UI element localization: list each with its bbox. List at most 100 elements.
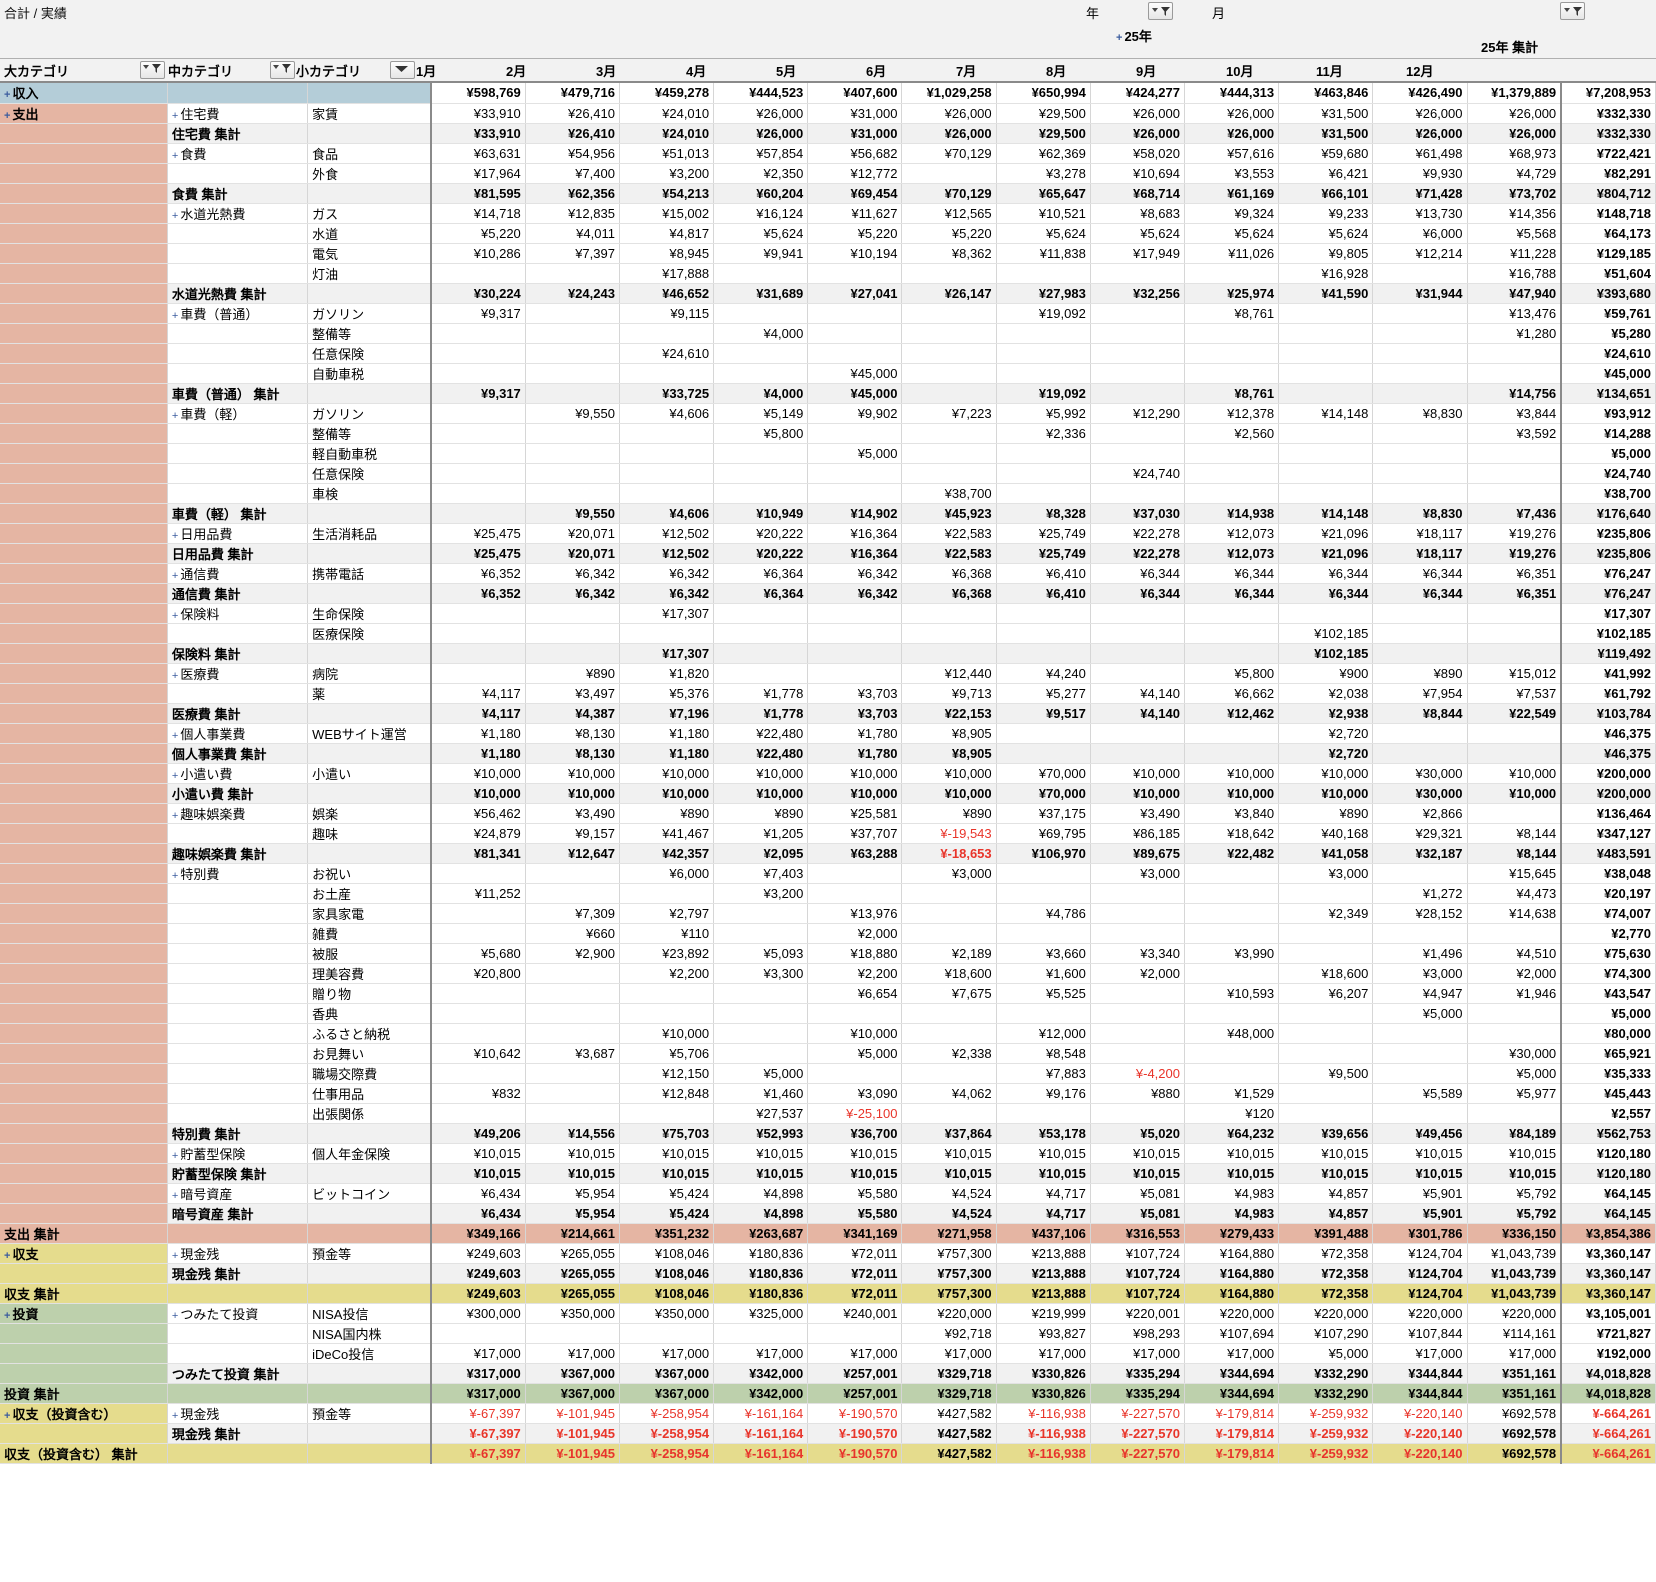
cell-big-category[interactable] [0,243,168,264]
cell-month-8[interactable]: ¥424,277 [1090,83,1185,104]
cell-small-category[interactable]: お見舞い [307,1043,432,1064]
cell-month-11[interactable]: ¥13,730 [1372,203,1468,224]
cell-month-9[interactable]: ¥120 [1184,1103,1280,1124]
cell-month-9[interactable]: ¥61,169 [1184,183,1280,204]
cell-month-3[interactable]: ¥33,725 [619,383,715,404]
cell-month-8[interactable]: ¥3,000 [1090,863,1185,884]
cell-month-9[interactable]: ¥10,015 [1184,1143,1280,1164]
cell-month-8[interactable] [1090,903,1185,924]
cell-month-11[interactable]: ¥344,844 [1372,1363,1468,1384]
cell-year-total[interactable]: ¥134,651 [1560,383,1656,404]
cell-month-12[interactable]: ¥16,788 [1467,263,1562,284]
cell-month-10[interactable]: ¥41,590 [1278,283,1374,304]
expand-plus-icon[interactable]: + [1116,32,1123,44]
cell-year-total[interactable]: ¥200,000 [1560,763,1656,784]
cell-small-category[interactable] [307,123,432,144]
cell-month-4[interactable]: ¥-161,164 [713,1423,809,1444]
cell-small-category[interactable]: ふるさと納税 [307,1023,432,1044]
cell-month-9[interactable]: ¥18,642 [1184,823,1280,844]
cell-mid-category[interactable]: 車費（軽） 集計 [167,503,309,524]
cell-month-1[interactable]: ¥33,910 [430,103,526,124]
cell-big-category[interactable] [0,1423,168,1444]
cell-big-category[interactable] [0,583,168,604]
cell-month-11[interactable]: ¥28,152 [1372,903,1468,924]
cell-month-7[interactable]: ¥5,277 [996,683,1091,704]
cell-month-9[interactable]: ¥12,073 [1184,523,1280,544]
cell-small-category[interactable]: 医療保険 [307,623,432,644]
cell-month-3[interactable]: ¥10,000 [619,763,715,784]
cell-month-8[interactable] [1090,303,1185,324]
cell-month-12[interactable]: ¥6,351 [1467,563,1562,584]
cell-month-4[interactable]: ¥27,537 [713,1103,809,1124]
cell-mid-category[interactable] [167,323,309,344]
cell-month-9[interactable]: ¥10,593 [1184,983,1280,1004]
cell-month-12[interactable]: ¥19,276 [1467,523,1562,544]
cell-month-8[interactable] [1090,1103,1185,1124]
cell-month-2[interactable] [525,363,620,384]
cell-month-4[interactable]: ¥10,949 [713,503,809,524]
cell-month-10[interactable]: ¥72,358 [1278,1283,1374,1304]
cell-month-1[interactable]: ¥317,000 [430,1363,526,1384]
cell-mid-category[interactable]: + 水道光熱費 [167,203,309,224]
cell-small-category[interactable] [307,543,432,564]
cell-mid-category[interactable] [167,423,309,444]
cell-mid-category[interactable] [167,1343,309,1364]
cell-month-7[interactable]: ¥10,521 [996,203,1091,224]
cell-small-category[interactable] [307,83,432,104]
cell-month-8[interactable]: ¥22,278 [1090,523,1185,544]
cell-small-category[interactable]: NISA国内株 [307,1323,432,1344]
cell-month-9[interactable]: ¥57,616 [1184,143,1280,164]
cell-month-5[interactable] [807,423,903,444]
cell-small-category[interactable]: 仕事用品 [307,1083,432,1104]
cell-month-9[interactable]: ¥5,800 [1184,663,1280,684]
cell-month-10[interactable]: ¥10,000 [1278,783,1374,804]
cell-month-9[interactable]: ¥4,983 [1184,1203,1280,1224]
cell-month-8[interactable] [1090,1023,1185,1044]
cell-big-category[interactable] [0,1083,168,1104]
cell-month-12[interactable] [1467,343,1562,364]
cell-month-6[interactable]: ¥70,129 [901,183,997,204]
cell-big-category[interactable] [0,1263,168,1284]
cell-month-3[interactable]: ¥-258,954 [619,1423,715,1444]
cell-month-6[interactable]: ¥329,718 [901,1363,997,1384]
cell-mid-category[interactable]: + 小遣い費 [167,763,309,784]
cell-month-2[interactable]: ¥10,015 [525,1163,620,1184]
cell-month-6[interactable]: ¥757,300 [901,1243,997,1264]
cell-small-category[interactable]: 娯楽 [307,803,432,824]
cell-month-6[interactable]: ¥3,000 [901,863,997,884]
cell-big-category[interactable] [0,683,168,704]
cell-month-4[interactable]: ¥16,124 [713,203,809,224]
cell-month-10[interactable] [1278,943,1374,964]
cell-year-total[interactable]: ¥804,712 [1560,183,1656,204]
cell-year-total[interactable]: ¥347,127 [1560,823,1656,844]
cell-month-3[interactable]: ¥17,000 [619,1343,715,1364]
cell-month-12[interactable] [1467,1003,1562,1024]
cell-month-4[interactable] [713,1043,809,1064]
cell-month-3[interactable] [619,883,715,904]
cell-year-total[interactable]: ¥41,992 [1560,663,1656,684]
cell-small-category[interactable] [307,1123,432,1144]
cell-year-total[interactable]: ¥14,288 [1560,423,1656,444]
cell-mid-category[interactable]: 小遣い費 集計 [167,783,309,804]
cell-month-7[interactable]: ¥8,548 [996,1043,1091,1064]
cell-month-3[interactable]: ¥54,213 [619,183,715,204]
cell-month-4[interactable]: ¥5,800 [713,423,809,444]
cell-month-4[interactable] [713,1023,809,1044]
cell-month-11[interactable]: ¥2,866 [1372,803,1468,824]
cell-month-1[interactable]: ¥9,317 [430,303,526,324]
cell-month-5[interactable]: ¥16,364 [807,543,903,564]
cell-month-8[interactable]: ¥8,683 [1090,203,1185,224]
cell-month-11[interactable]: ¥5,589 [1372,1083,1468,1104]
cell-month-10[interactable]: ¥6,207 [1278,983,1374,1004]
cell-month-11[interactable]: ¥8,830 [1372,503,1468,524]
cell-month-3[interactable]: ¥12,502 [619,523,715,544]
cell-month-10[interactable] [1278,443,1374,464]
cell-month-5[interactable]: ¥16,364 [807,523,903,544]
cell-month-8[interactable]: ¥89,675 [1090,843,1185,864]
cell-month-3[interactable]: ¥108,046 [619,1263,715,1284]
cell-month-9[interactable] [1184,963,1280,984]
cell-year-total[interactable]: ¥46,375 [1560,723,1656,744]
cell-year-total[interactable]: ¥722,421 [1560,143,1656,164]
cell-month-7[interactable] [996,443,1091,464]
cell-mid-category[interactable] [167,903,309,924]
